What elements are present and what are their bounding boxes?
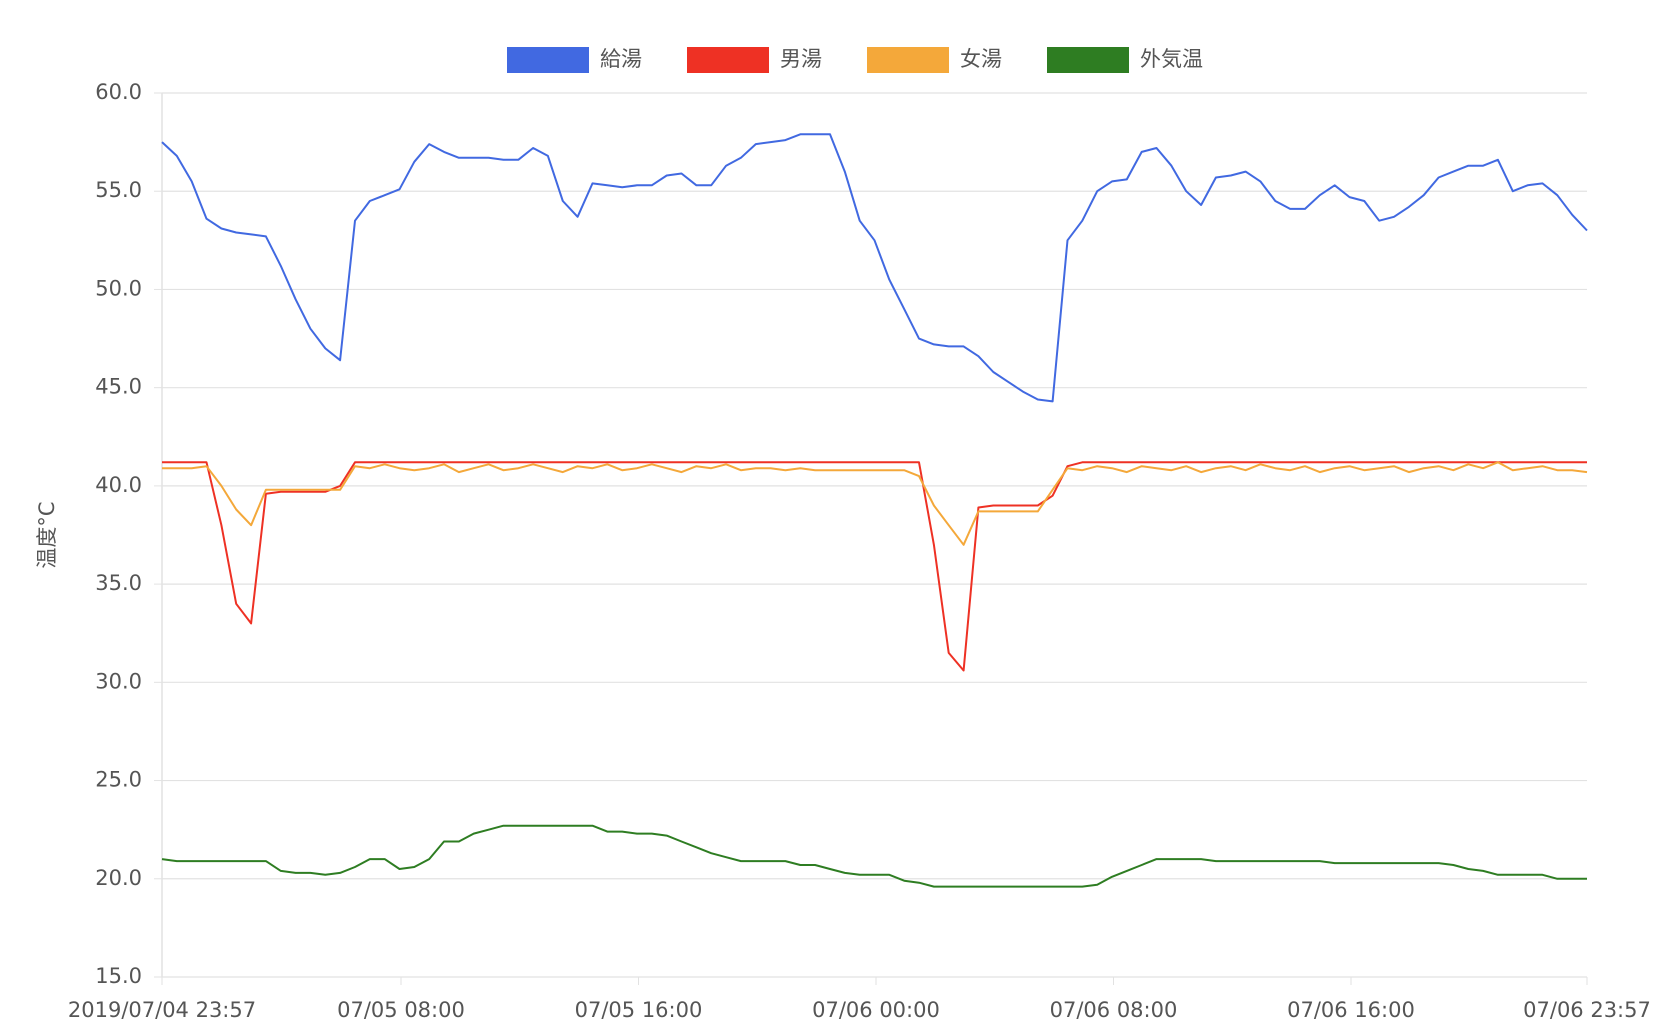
series-line <box>161 133 1588 403</box>
x-tick-label: 07/05 08:00 <box>337 998 465 1022</box>
series-line <box>162 461 1587 672</box>
legend-label: 給湯 <box>600 47 642 71</box>
y-tick-label: 30.0 <box>95 669 142 693</box>
x-tick-label: 07/06 00:00 <box>812 998 940 1022</box>
legend-swatch <box>507 47 589 73</box>
x-tick-label: 07/05 16:00 <box>575 998 703 1022</box>
y-tick-label: 35.0 <box>95 571 142 595</box>
y-tick-label: 50.0 <box>95 276 142 300</box>
legend-label: 外気温 <box>1140 47 1203 71</box>
legend-swatch <box>687 47 769 73</box>
y-tick-label: 25.0 <box>95 768 142 792</box>
x-tick-label: 07/06 08:00 <box>1050 998 1178 1022</box>
x-tick-label: 07/06 23:57 <box>1523 998 1651 1022</box>
legend-swatch <box>867 47 949 73</box>
x-tick-label: 07/06 16:00 <box>1287 998 1415 1022</box>
series-line <box>161 824 1587 888</box>
legend-label: 男湯 <box>780 47 822 71</box>
y-axis-title: 温度°C <box>35 501 59 568</box>
legend-label: 女湯 <box>960 47 1002 71</box>
series-line <box>162 461 1588 546</box>
y-tick-label: 55.0 <box>95 178 142 202</box>
y-tick-label: 20.0 <box>95 866 142 890</box>
y-tick-label: 40.0 <box>95 473 142 497</box>
y-tick-label: 60.0 <box>95 80 142 104</box>
y-tick-label: 45.0 <box>95 375 142 399</box>
y-tick-label: 15.0 <box>95 964 142 988</box>
legend-swatch <box>1047 47 1129 73</box>
x-tick-label: 2019/07/04 23:57 <box>68 998 256 1022</box>
